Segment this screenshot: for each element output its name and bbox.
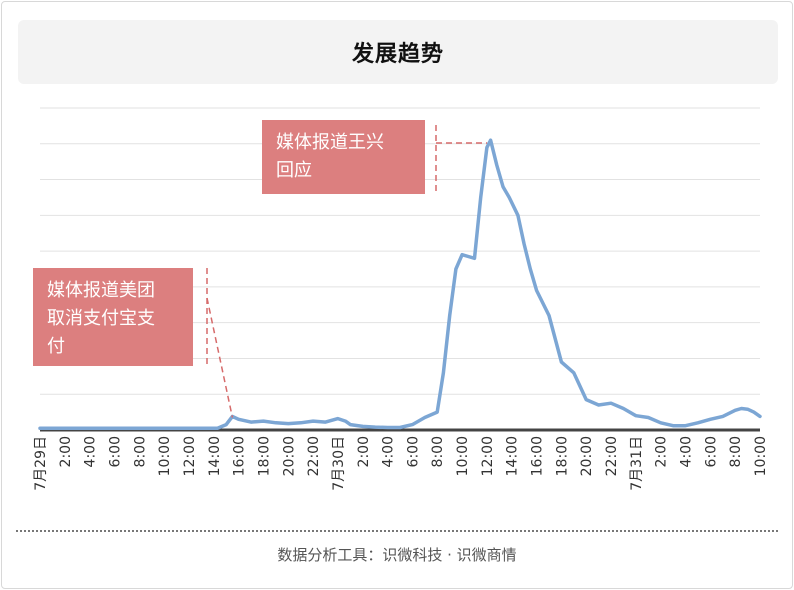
annotation-connector (206, 297, 234, 418)
x-tick-label: 12:00 (182, 436, 198, 476)
x-tick-label: 7月29日 (33, 436, 49, 491)
x-tick-label: 2:00 (58, 436, 74, 467)
x-tick-label: 2:00 (356, 436, 372, 467)
footer-divider (16, 530, 778, 532)
annotation-text: 媒体报道王兴 (276, 132, 384, 153)
x-axis-tick-labels: 7月29日 2:00 4:00 6:00 8:00 10:00 12:00 14:00 16:0… (33, 436, 769, 491)
x-tick-label: 8:00 (728, 436, 744, 467)
x-tick-label: 12:00 (480, 436, 496, 476)
annotation-box (262, 120, 425, 194)
x-tick-label: 18:00 (256, 436, 272, 476)
x-tick-label: 7月31日 (629, 436, 645, 491)
x-tick-label: 8:00 (430, 436, 446, 467)
x-tick-label: 14:00 (207, 436, 223, 476)
chart-title: 发展趋势 (351, 42, 444, 67)
x-tick-label: 4:00 (381, 436, 397, 467)
x-tick-label: 2:00 (654, 436, 670, 467)
x-tick-label: 16:00 (530, 436, 546, 476)
x-tick-label: 14:00 (505, 436, 521, 476)
x-tick-label: 10:00 (157, 436, 173, 476)
x-tick-label: 6:00 (405, 436, 421, 467)
x-tick-label: 10:00 (455, 436, 471, 476)
x-tick-label: 10:00 (753, 436, 769, 476)
footer-source: 数据分析工具：识微科技 · 识微商情 (277, 546, 517, 564)
x-tick-label: 22:00 (306, 436, 322, 476)
series-layer (38, 138, 762, 430)
annotation-text: 付 (47, 336, 65, 357)
annotation-text: 取消支付宝支 (47, 308, 155, 329)
x-tick-label: 6:00 (108, 436, 124, 467)
x-tick-label: 7月30日 (331, 436, 347, 491)
x-tick-label: 4:00 (679, 436, 695, 467)
x-tick-label: 16:00 (232, 436, 248, 476)
series-line (38, 138, 762, 430)
x-tick-label: 6:00 (703, 436, 719, 467)
x-tick-label: 20:00 (281, 436, 297, 476)
annotation-text: 媒体报道美团 (47, 280, 155, 301)
annotation-text: 回应 (276, 160, 312, 181)
annotation-box (33, 268, 193, 366)
x-tick-label: 20:00 (579, 436, 595, 476)
x-tick-label: 4:00 (83, 436, 99, 467)
x-tick-label: 18:00 (554, 436, 570, 476)
title-bar: 发展趋势 (18, 20, 778, 84)
x-tick-label: 22:00 (604, 436, 620, 476)
x-tick-label: 8:00 (132, 436, 148, 467)
